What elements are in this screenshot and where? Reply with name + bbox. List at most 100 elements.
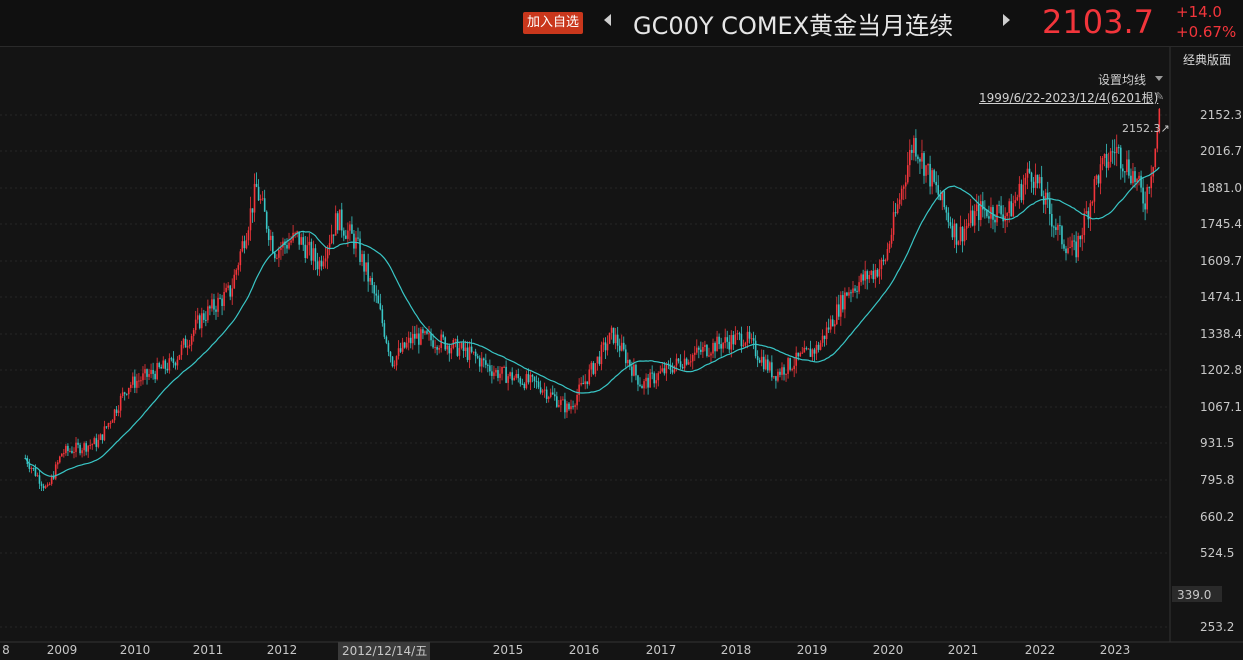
prev-instrument-icon[interactable] — [604, 14, 611, 26]
candle — [290, 240, 292, 243]
candle — [134, 376, 136, 388]
pin-icon[interactable]: ✎ — [1155, 90, 1165, 103]
candle — [271, 235, 274, 253]
candle — [442, 334, 445, 338]
candle — [491, 371, 493, 376]
candle — [631, 366, 633, 376]
candle — [312, 248, 315, 261]
candle — [982, 201, 984, 210]
candle — [186, 346, 189, 348]
candle — [83, 443, 85, 451]
candle — [111, 420, 114, 423]
next-instrument-icon[interactable] — [1003, 14, 1010, 26]
add-watchlist-button[interactable]: 加入自选 — [523, 12, 584, 34]
candle — [616, 334, 619, 346]
candle — [911, 149, 913, 153]
candle — [758, 360, 761, 363]
candle — [1022, 184, 1025, 201]
candle — [988, 216, 990, 219]
candle — [136, 380, 138, 388]
candle — [791, 369, 793, 371]
candle — [769, 362, 771, 371]
candle — [207, 306, 209, 321]
candle — [764, 359, 767, 370]
candle — [91, 444, 94, 446]
price-tick-label: 2016.7 — [1200, 144, 1242, 158]
candle — [405, 342, 408, 348]
candle — [795, 352, 797, 366]
time-tick-label: 2020 — [873, 643, 904, 657]
candle — [414, 333, 416, 339]
candle — [302, 237, 305, 245]
candle — [176, 359, 179, 366]
candle — [807, 348, 810, 350]
candle — [36, 475, 39, 477]
candle — [156, 363, 158, 380]
candle — [446, 345, 449, 350]
candle — [714, 342, 716, 352]
candle — [401, 342, 404, 352]
candle — [338, 209, 341, 231]
candle — [574, 405, 576, 407]
candle — [639, 384, 641, 386]
ma-setting-button[interactable]: 设置均线 — [1098, 73, 1147, 87]
candle — [239, 251, 242, 266]
candle — [456, 339, 459, 356]
candle — [365, 262, 367, 272]
candle — [600, 344, 603, 365]
candle — [852, 288, 854, 293]
candle — [671, 369, 674, 373]
candle — [97, 439, 100, 447]
candle — [722, 342, 724, 349]
candle — [278, 249, 280, 258]
candle — [872, 270, 875, 280]
candle — [351, 224, 353, 234]
candle — [480, 358, 483, 367]
candle — [941, 191, 944, 201]
candle — [294, 232, 296, 234]
candle — [377, 295, 380, 304]
candle — [777, 371, 779, 381]
candle — [215, 309, 217, 312]
candle — [385, 336, 388, 343]
candle — [894, 212, 897, 214]
candle — [328, 243, 331, 248]
candle — [716, 336, 718, 352]
candle — [854, 288, 856, 291]
candle — [679, 361, 682, 367]
candle — [710, 353, 712, 356]
candle — [1101, 157, 1104, 165]
candle — [395, 356, 398, 366]
candle — [704, 344, 706, 348]
candle — [762, 356, 765, 370]
candle — [373, 284, 376, 294]
classic-layout-button[interactable]: 经典版面 — [1183, 53, 1232, 67]
candle — [850, 292, 852, 294]
candle — [527, 374, 530, 383]
candle — [221, 298, 223, 306]
candle — [1026, 168, 1029, 178]
candle — [596, 356, 599, 364]
candle — [900, 188, 903, 200]
candle — [1051, 213, 1053, 227]
candle — [1136, 178, 1138, 183]
candle — [229, 285, 231, 297]
candle — [1000, 205, 1002, 215]
candle — [732, 335, 735, 345]
candle — [1073, 240, 1075, 242]
candle — [892, 212, 895, 235]
candle — [541, 390, 544, 393]
candle — [99, 434, 102, 440]
candle — [525, 374, 528, 389]
candle — [919, 159, 921, 162]
candle — [1142, 187, 1144, 204]
candle — [564, 399, 566, 413]
chevron-down-icon[interactable] — [1155, 76, 1163, 81]
quote-header: 加入自选 GC00Y COMEX黄金当月连续 2103.7 +14.0 +0.6… — [0, 0, 1243, 47]
date-range-link[interactable]: 1999/6/22-2023/12/4(6201根) — [979, 91, 1159, 105]
candle — [217, 297, 219, 312]
candle — [1059, 225, 1061, 227]
candle — [953, 223, 956, 238]
candle — [485, 360, 487, 365]
